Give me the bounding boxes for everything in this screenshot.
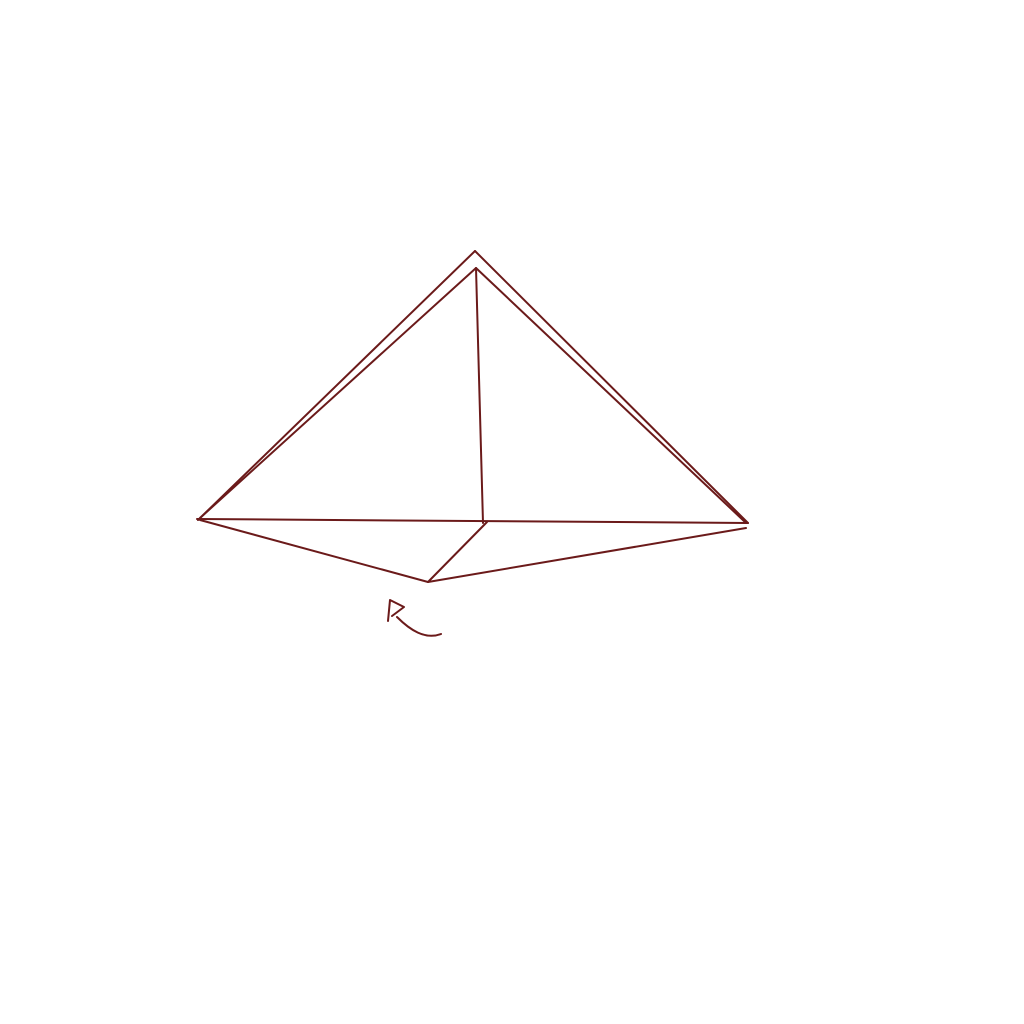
arrow-curve	[396, 616, 442, 637]
lower-left-edge	[199, 519, 429, 583]
center-to-front-edge	[427, 521, 488, 583]
pyramid-sketch	[196, 250, 749, 583]
outer-left-edge	[197, 250, 476, 521]
base-horizontal-edge	[196, 518, 749, 524]
inner-right-edge	[475, 267, 746, 523]
inner-left-edge	[199, 267, 477, 519]
lower-right-edge	[427, 527, 747, 583]
vertical-edge	[475, 267, 484, 524]
outer-right-edge	[474, 250, 749, 524]
arrow-head	[387, 599, 405, 622]
hand-drawn-arrow	[387, 599, 442, 637]
